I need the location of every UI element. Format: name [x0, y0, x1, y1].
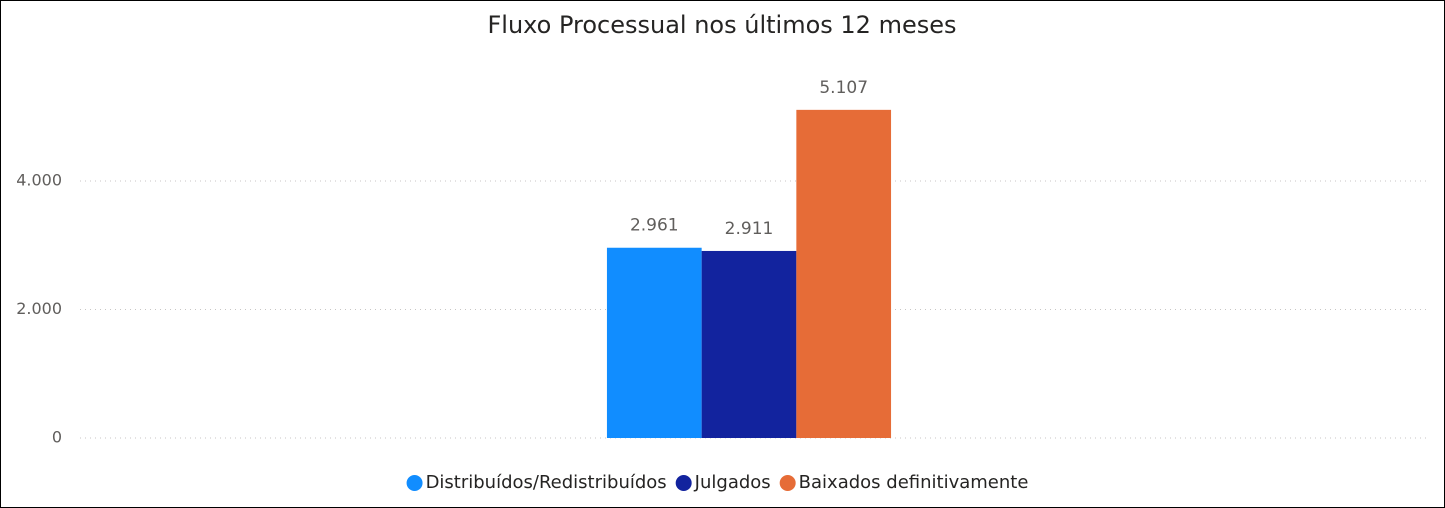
legend-label: Julgados — [694, 472, 771, 493]
chart-title: Fluxo Processual nos últimos 12 meses — [488, 11, 957, 39]
legend-label: Baixados definitivamente — [799, 472, 1029, 493]
y-tick-label: 2.000 — [16, 299, 62, 318]
legend-marker — [779, 475, 796, 491]
y-tick-label: 0 — [52, 428, 62, 447]
legend-label: Distribuídos/Redistribuídos — [426, 472, 667, 493]
bar — [606, 247, 702, 438]
data-label: 2.961 — [630, 216, 679, 236]
bar — [701, 250, 797, 438]
data-label: 2.911 — [725, 219, 774, 239]
bar — [796, 109, 892, 438]
y-tick-label: 4.000 — [16, 170, 62, 189]
data-label: 5.107 — [819, 78, 868, 98]
legend-marker — [406, 475, 423, 491]
legend-marker — [675, 475, 692, 491]
